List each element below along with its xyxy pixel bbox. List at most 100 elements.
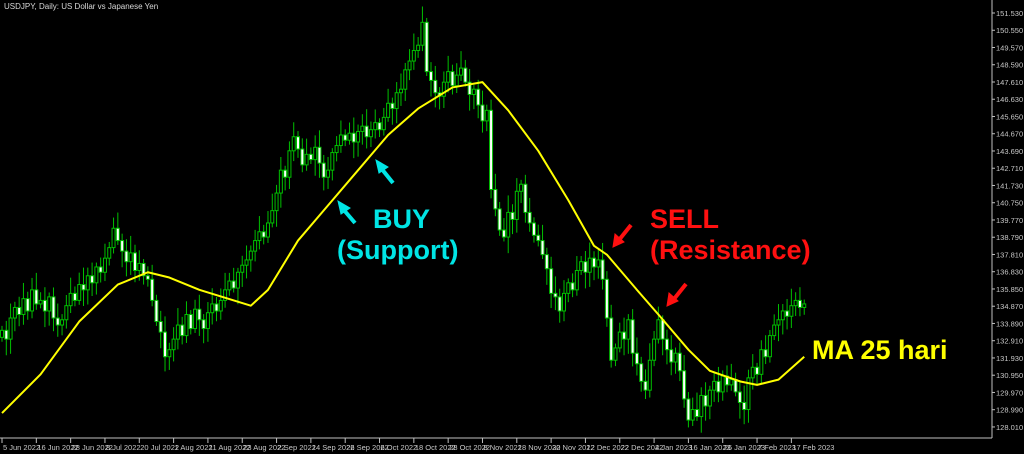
- candle: [98, 257, 103, 283]
- candle-body-bull: [673, 352, 678, 363]
- candle-body-bear: [4, 329, 9, 340]
- candle-body-bull: [334, 145, 339, 154]
- candle-body-bull: [253, 240, 258, 252]
- candle-body-bull: [750, 366, 755, 379]
- candle: [102, 243, 107, 282]
- candle-body-bull: [326, 169, 331, 178]
- candle: [557, 288, 562, 323]
- candle-body-bull: [707, 389, 712, 407]
- candle-body-bull: [330, 152, 335, 171]
- candle: [34, 272, 39, 310]
- candle: [613, 343, 618, 367]
- candle: [467, 68, 472, 111]
- candle: [278, 156, 283, 208]
- candle-body-bull: [793, 299, 798, 307]
- candle: [218, 288, 223, 320]
- buy-arrow-icon: [337, 199, 357, 225]
- candle: [145, 266, 150, 287]
- candle-body-bull: [441, 81, 446, 97]
- candle-body-bull: [626, 319, 631, 340]
- candle-body-bull: [12, 306, 17, 319]
- ma-layer: [1, 81, 805, 414]
- candle: [471, 84, 476, 110]
- candle-body-bear: [501, 229, 506, 238]
- candle: [21, 282, 26, 325]
- candle: [540, 224, 545, 260]
- candle-body-bull: [712, 380, 717, 391]
- candle-body-bull: [446, 71, 451, 83]
- y-tick-label: 143.690: [996, 147, 1023, 156]
- candle: [308, 147, 313, 165]
- candle: [617, 322, 622, 353]
- candle-body-bull: [347, 132, 352, 141]
- candle: [390, 97, 395, 125]
- candle-body-bear: [34, 289, 39, 305]
- candle-body-bull: [338, 134, 343, 147]
- candle-body-bull: [227, 280, 232, 291]
- candle-body-bull: [386, 102, 391, 118]
- candle: [454, 63, 459, 94]
- candle: [175, 308, 180, 350]
- candle: [673, 347, 678, 374]
- candle-body-bull: [38, 299, 43, 305]
- candle-body-bull: [484, 109, 489, 122]
- candle-body-bull: [193, 308, 198, 330]
- candle: [630, 309, 635, 367]
- candle-body-bear: [377, 122, 382, 131]
- candle: [364, 109, 369, 149]
- candle: [38, 292, 43, 309]
- y-tick-label: 147.610: [996, 78, 1023, 87]
- candle-body-bull: [137, 262, 142, 271]
- x-tick-label: 23 Aug 2022: [243, 443, 285, 452]
- x-tick-label: 1 Aug 2022: [175, 443, 213, 452]
- candle-body-bull: [519, 183, 524, 192]
- x-tick-label: 8 Nov 2022: [483, 443, 521, 452]
- buy-annotation: BUY (Support): [337, 204, 458, 266]
- candle-body-bear: [120, 240, 125, 252]
- candle-body-bull: [167, 349, 172, 358]
- candle-body-bear: [669, 349, 674, 363]
- candle-body-bull: [223, 289, 228, 301]
- candle-body-bear: [25, 298, 30, 312]
- candle: [682, 355, 687, 408]
- x-tick-label: 22 Dec 2022: [621, 443, 664, 452]
- candle: [300, 138, 305, 173]
- x-tick-label: 18 Nov 2022: [518, 443, 561, 452]
- candle-body-bull: [265, 222, 270, 238]
- candle-body-bear: [450, 71, 455, 87]
- candle: [351, 117, 356, 159]
- candle-body-bear: [694, 409, 699, 418]
- candle: [493, 173, 498, 217]
- candle-body-bull: [205, 312, 210, 330]
- resistance-label: (Resistance): [650, 235, 811, 265]
- candle-body-bear: [300, 148, 305, 166]
- candle: [313, 135, 318, 176]
- candle-body-bear: [424, 21, 429, 73]
- candle-body-bear: [150, 278, 155, 301]
- candle: [797, 287, 802, 317]
- sell-arrow-icon: [666, 282, 688, 307]
- candle: [403, 62, 408, 101]
- y-tick-label: 150.550: [996, 26, 1023, 35]
- candle: [90, 262, 95, 297]
- candle-body-bull: [759, 349, 764, 375]
- candle: [154, 294, 159, 326]
- candle-body-bull: [579, 261, 584, 271]
- candle-body-bear: [317, 146, 322, 164]
- candle: [411, 33, 416, 70]
- candle: [368, 121, 373, 147]
- candle-body-bear: [592, 257, 597, 268]
- y-tick-label: 129.970: [996, 388, 1023, 397]
- candle: [746, 369, 751, 423]
- y-tick-label: 140.750: [996, 199, 1023, 208]
- candle-body-bear: [115, 227, 120, 242]
- candle-body-bull: [780, 310, 785, 321]
- candle-body-bear: [308, 153, 313, 161]
- candle-body-bear: [467, 81, 472, 95]
- support-label: (Support): [337, 235, 459, 265]
- candle-body-bear: [343, 134, 348, 141]
- candle-body-bear: [544, 254, 549, 270]
- candle: [244, 245, 249, 279]
